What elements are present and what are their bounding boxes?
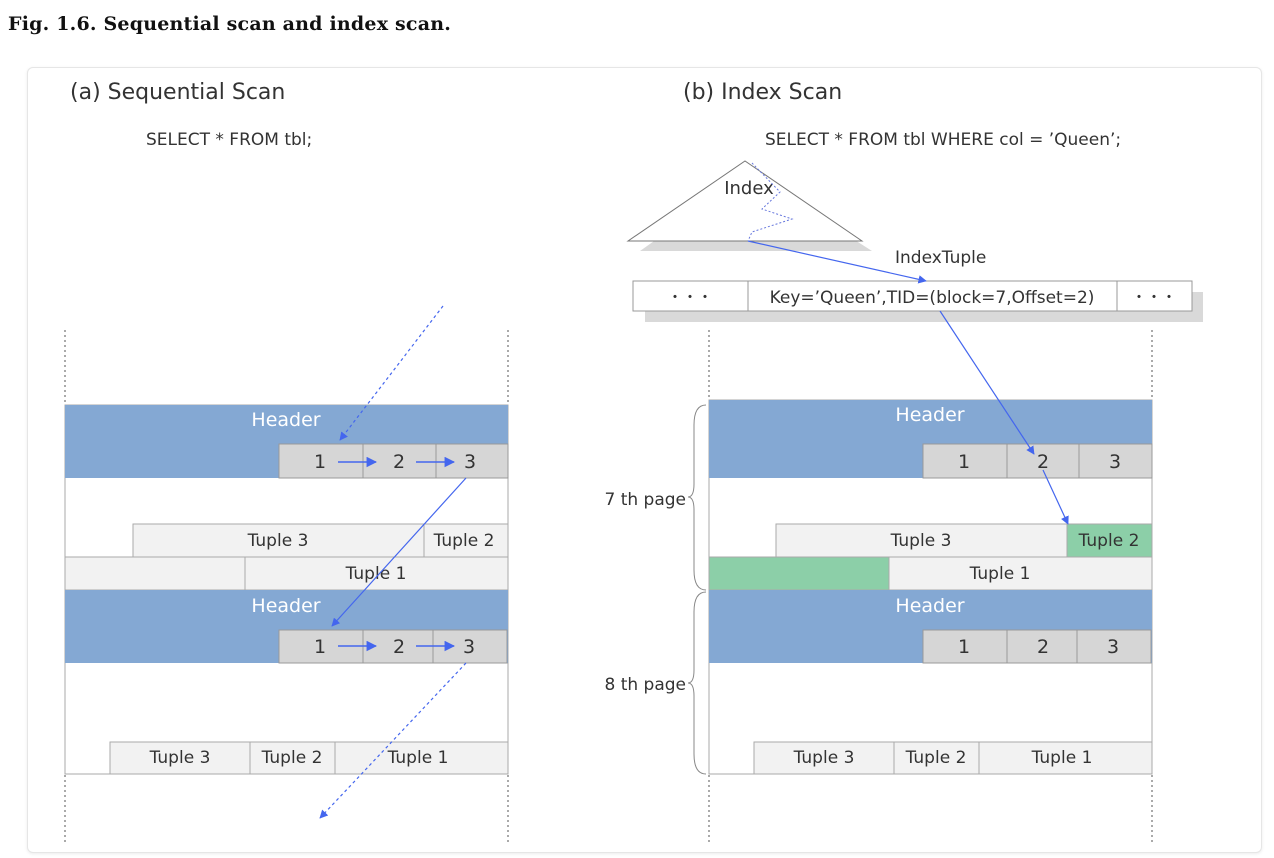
- page-label-8: 8 th page: [604, 675, 686, 695]
- index-entry-text: Key=’Queen’,TID=(block=7,Offset=2): [770, 288, 1095, 308]
- index-shape: [626, 160, 864, 242]
- line-pointer-label: 2: [1037, 636, 1049, 658]
- ellipsis-right: ・・・: [1131, 288, 1176, 306]
- figure-caption: Fig. 1.6. Sequential scan and index scan…: [8, 13, 452, 35]
- arrow-to-next-page: [331, 477, 467, 627]
- tuple-label: Tuple 1: [387, 748, 449, 768]
- right-page-7: Header 1 2 3 Tuple 3 Tuple 2 Tuple 1: [708, 399, 1153, 591]
- page-header-label: Header: [895, 595, 964, 617]
- left-query: SELECT * FROM tbl;: [146, 130, 312, 150]
- tuple-1: [978, 741, 1153, 775]
- index-search-path: [747, 162, 794, 242]
- tuple-2-highlighted: [1066, 523, 1153, 558]
- tuple-label: Tuple 3: [149, 748, 211, 768]
- line-pointer-label: 3: [464, 451, 476, 473]
- index-scan-arrows: [747, 240, 1069, 525]
- line-pointer-label: 2: [1037, 451, 1049, 473]
- tuple-3: [753, 741, 895, 775]
- tuple-1: [334, 741, 509, 775]
- line-pointer-1: [922, 629, 1008, 664]
- line-pointer-label: 1: [314, 636, 326, 658]
- tuple-label: Tuple 1: [345, 564, 407, 584]
- tuple-3: [775, 523, 1068, 558]
- ellipsis-left: ・・・: [667, 288, 712, 306]
- arrow-entry: [339, 305, 444, 441]
- arrow-tid-to-line-pointer: [939, 310, 1035, 455]
- index-tuple-label: IndexTuple: [895, 248, 986, 268]
- tuple-label: Tuple 3: [890, 531, 952, 551]
- tuple-2: [423, 523, 509, 558]
- page-header-label: Header: [251, 595, 320, 617]
- left-page-2: Header 1 2 3 Tuple 3 Tuple 2 Tuple 1: [64, 589, 509, 775]
- right-panel-title: (b) Index Scan: [683, 80, 842, 105]
- tuple-label: Tuple 1: [969, 564, 1031, 584]
- tuple-3: [109, 741, 251, 775]
- index-triangle: Index: [626, 160, 872, 251]
- line-pointer-label: 2: [393, 636, 405, 658]
- line-pointer-2: [1006, 443, 1080, 479]
- sequential-scan-arrows: [319, 305, 467, 819]
- page-header-label: Header: [251, 409, 320, 431]
- right-page-8: Header 1 2 3 Tuple 3 Tuple 2 Tuple 1: [708, 589, 1153, 775]
- free-space-tail: [64, 556, 246, 591]
- tuple-label: Tuple 2: [1078, 531, 1140, 551]
- line-pointer-label: 1: [958, 451, 970, 473]
- line-pointer-3: [1076, 629, 1152, 664]
- line-pointer-label: 3: [463, 636, 475, 658]
- line-pointer-label: 3: [1109, 451, 1121, 473]
- page-7-brace: [687, 404, 707, 591]
- tuple-2: [893, 741, 980, 775]
- left-panel-title: (a) Sequential Scan: [70, 80, 285, 105]
- right-query: SELECT * FROM tbl WHERE col = ’Queen’;: [765, 130, 1121, 150]
- left-page-1: Header 1 2 3 Tuple 3 Tuple 2 Tuple 1: [64, 404, 509, 591]
- arrow-line-pointer-to-tuple: [1042, 469, 1069, 525]
- line-pointer-3: [1078, 443, 1153, 479]
- tuple-label: Tuple 3: [793, 748, 855, 768]
- index-tuple-row: ・・・ Key=’Queen’,TID=(block=7,Offset=2) ・…: [632, 280, 1203, 322]
- index-label: Index: [724, 178, 774, 199]
- line-pointer-label: 1: [958, 636, 970, 658]
- arrow-index-to-tuple: [747, 240, 927, 284]
- tuple-label: Tuple 1: [1031, 748, 1093, 768]
- tuple-1: [244, 556, 509, 591]
- line-pointer-label: 2: [393, 451, 405, 473]
- tuple-label: Tuple 2: [905, 748, 967, 768]
- tuple-label: Tuple 2: [433, 531, 495, 551]
- line-pointer-label: 3: [1107, 636, 1119, 658]
- line-pointer-label: 1: [314, 451, 326, 473]
- tuple-label: Tuple 3: [247, 531, 309, 551]
- index-row-right: [1116, 280, 1193, 312]
- page-label-7: 7 th page: [604, 490, 686, 510]
- page-header-label: Header: [895, 404, 964, 426]
- tuple-label: Tuple 2: [261, 748, 323, 768]
- tuple-1: [888, 556, 1153, 591]
- page-8-brace: [687, 591, 707, 775]
- highlighted-free-space: [708, 556, 890, 591]
